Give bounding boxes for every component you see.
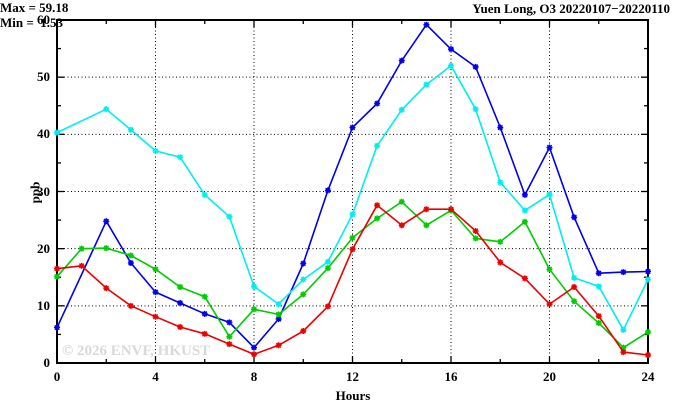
max-min-annotation: Max = 59.18 Min = 1.53 (0, 0, 674, 30)
y-tick-label: 10 (37, 297, 50, 313)
y-tick-label: 40 (37, 126, 50, 142)
series-line-day-1-blue (56, 23, 649, 349)
x-tick-label: 20 (543, 369, 556, 384)
x-tick-label: 12 (346, 369, 359, 384)
series-markers-day-2-cyan (54, 62, 651, 333)
y-tick-label: 30 (37, 183, 50, 199)
series-markers-day-4-red (54, 202, 651, 358)
x-tick-label: 24 (641, 369, 655, 384)
x-tick-label: 4 (152, 369, 159, 384)
watermark: © 2026 ENVF, HKUST (62, 343, 211, 359)
y-tick-label: 0 (43, 355, 51, 370)
x-tick-label: 16 (444, 369, 458, 384)
y-tick-label: 50 (37, 69, 50, 85)
x-tick-label: 8 (250, 369, 258, 384)
series-markers-day-3-green (54, 198, 651, 351)
series-line-day-2-cyan (56, 64, 649, 331)
series-markers-day-1-blue (54, 21, 651, 351)
x-tick-label: 0 (53, 369, 61, 384)
y-tick-label: 20 (37, 240, 50, 256)
chart-title: Yuen Long, O3 20220107−20220110 (472, 1, 670, 16)
max-value-label: Max = 59.18 (0, 0, 69, 15)
plot-frame (56, 19, 649, 364)
x-axis-label: Hours (335, 388, 371, 403)
y-tick-label: 60 (37, 12, 50, 27)
